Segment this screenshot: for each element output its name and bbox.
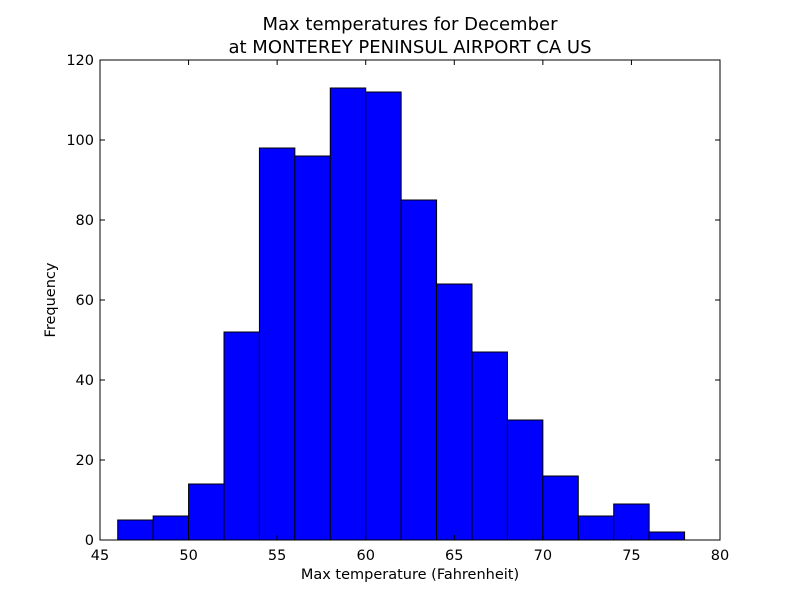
histogram-bar-12 — [542, 475, 579, 541]
x-ticks-group: 45 50 55 60 65 70 75 80 — [91, 60, 729, 564]
histogram-bar-4 — [258, 147, 296, 541]
histogram-bar-9 — [436, 283, 473, 541]
histogram-bar-7 — [365, 91, 402, 541]
histogram-bar-0 — [117, 519, 154, 541]
x-tick-label-5: 70 — [534, 548, 552, 564]
x-tick-label-7: 80 — [711, 548, 729, 564]
histogram-bar-6 — [329, 87, 367, 541]
histogram-bar-2 — [188, 483, 225, 541]
histogram-bar-13 — [577, 515, 615, 541]
x-tick-label-6: 75 — [622, 548, 640, 564]
y-tick-label-0: 0 — [85, 533, 94, 549]
y-tick-label-5: 100 — [66, 133, 94, 149]
x-tick-label-1: 50 — [179, 548, 197, 564]
x-tick-label-4: 65 — [445, 548, 463, 564]
y-tick-label-2: 40 — [76, 373, 94, 389]
histogram-bar-10 — [471, 351, 508, 541]
histogram-bar-8 — [400, 199, 438, 541]
y-axis-label: Frequency — [43, 262, 59, 337]
x-tick-label-0: 45 — [91, 548, 109, 564]
x-tick-label-2: 55 — [268, 548, 286, 564]
histogram-bar-5 — [294, 155, 331, 541]
plot-frame — [99, 59, 721, 541]
chart-title-line-2: at MONTEREY PENINSUL AIRPORT CA US — [228, 37, 591, 58]
histogram-bar-1 — [152, 515, 190, 541]
y-tick-label-4: 80 — [76, 213, 94, 229]
y-tick-label-3: 60 — [76, 293, 94, 309]
histogram-bar-15 — [648, 531, 686, 541]
histogram-bar-11 — [506, 419, 544, 541]
histogram-bar-14 — [613, 503, 650, 541]
x-axis-label: Max temperature (Fahrenheit) — [301, 567, 519, 583]
bars-group — [117, 87, 686, 541]
histogram-bar-3 — [223, 331, 260, 541]
x-tick-label-3: 60 — [356, 548, 374, 564]
chart-title-line-1: Max temperatures for December — [263, 14, 559, 35]
y-tick-label-6: 120 — [66, 53, 94, 69]
y-ticks-group: 0 20 40 60 80 100 120 — [66, 53, 720, 549]
y-tick-label-1: 20 — [76, 453, 94, 469]
